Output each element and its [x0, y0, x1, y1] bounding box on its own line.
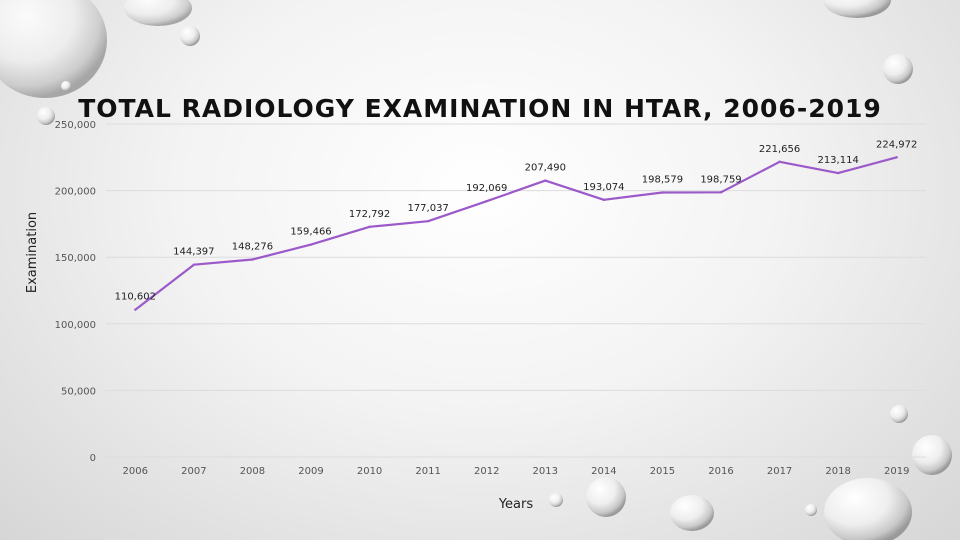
data-point	[426, 219, 430, 223]
data-label: 192,069	[466, 183, 507, 194]
y-tick-label: 150,000	[55, 253, 96, 264]
x-axis-title: Years	[498, 497, 534, 512]
droplet	[805, 504, 817, 516]
y-tick-label: 250,000	[55, 120, 96, 131]
x-tick-label: 2008	[240, 466, 265, 477]
data-point	[192, 263, 196, 266]
data-label: 213,114	[817, 155, 858, 166]
x-tick-label: 2017	[767, 466, 792, 477]
droplet	[549, 493, 563, 507]
data-label: 172,792	[349, 209, 390, 220]
y-tick-label: 50,000	[61, 386, 96, 397]
droplet	[124, 0, 192, 26]
x-tick-label: 2010	[357, 466, 382, 477]
droplet	[586, 477, 626, 517]
droplet	[823, 0, 891, 18]
y-tick-label: 100,000	[55, 320, 96, 331]
droplet	[670, 495, 714, 531]
series-line	[134, 156, 897, 311]
data-label: 198,579	[642, 174, 683, 185]
x-tick-label: 2016	[708, 466, 733, 477]
x-tick-label: 2009	[298, 466, 323, 477]
data-point	[778, 160, 781, 163]
data-point	[602, 198, 606, 202]
data-point	[544, 179, 547, 182]
data-point	[134, 308, 137, 311]
data-label: 193,074	[583, 182, 624, 193]
data-point	[661, 191, 664, 194]
data-label: 221,656	[759, 144, 800, 155]
data-point	[836, 171, 840, 175]
x-tick-label: 2015	[650, 466, 675, 477]
y-axis-title: Examination	[25, 212, 40, 293]
x-tick-label: 2006	[123, 466, 148, 477]
x-tick-label: 2011	[415, 466, 440, 477]
x-tick-label: 2014	[591, 466, 616, 477]
x-tick-label: 2013	[533, 466, 558, 477]
data-point	[368, 225, 371, 229]
droplet	[883, 54, 913, 84]
x-tick-label: 2007	[181, 466, 206, 477]
droplet	[180, 26, 200, 46]
data-point	[251, 258, 254, 261]
x-tick-label: 2012	[474, 466, 499, 477]
droplet	[0, 0, 107, 98]
data-label: 148,276	[232, 241, 273, 252]
data-point	[719, 191, 723, 194]
droplet	[61, 81, 71, 91]
droplet	[824, 478, 912, 540]
droplet	[912, 435, 952, 475]
x-tick-label: 2018	[825, 466, 850, 477]
y-tick-label: 0	[90, 453, 96, 464]
droplet	[37, 107, 55, 125]
data-point	[309, 243, 313, 246]
data-label: 144,397	[173, 247, 214, 258]
data-label: 207,490	[525, 163, 566, 174]
data-point	[895, 156, 898, 159]
slide-title: TOTAL RADIOLOGY EXAMINATION IN HTAR, 200…	[78, 94, 882, 123]
data-label: 110,602	[115, 292, 156, 303]
data-label: 224,972	[876, 139, 917, 150]
x-tick-label: 2019	[884, 466, 909, 477]
y-tick-label: 200,000	[55, 187, 96, 198]
droplet	[890, 405, 908, 423]
data-label: 198,759	[700, 174, 741, 185]
data-label: 177,037	[407, 203, 448, 214]
data-label: 159,466	[290, 227, 331, 238]
data-point	[485, 199, 488, 203]
